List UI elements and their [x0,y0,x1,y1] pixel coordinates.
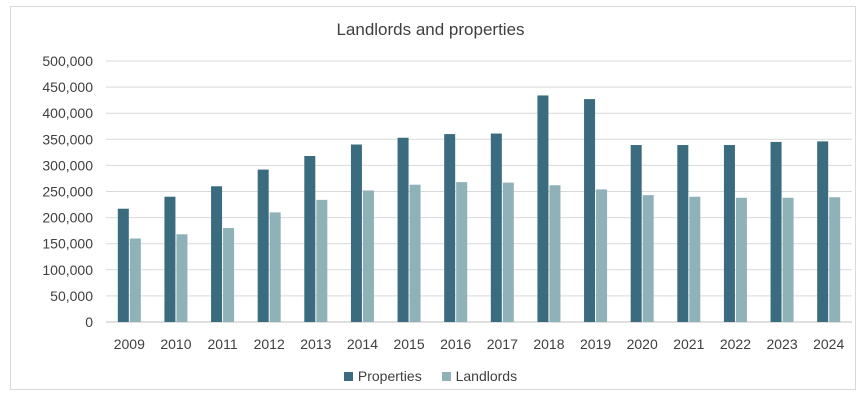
legend-item-properties: Properties [343,368,422,384]
legend-swatch-properties [343,372,353,381]
legend-label-properties: Properties [357,368,422,384]
bar-landlords-2011 [223,228,235,322]
bar-properties-2011 [211,186,223,322]
y-tick-label: 50,000 [50,288,93,304]
bar-properties-2022 [723,145,735,322]
legend-label-landlords: Landlords [455,368,518,384]
bar-properties-2014 [350,144,362,322]
y-tick-label: 400,000 [42,105,93,121]
x-tick-label: 2019 [580,336,611,352]
x-tick-label: 2017 [487,336,518,352]
y-tick-label: 350,000 [42,131,93,147]
x-tick-label: 2024 [813,336,844,352]
bar-landlords-2018 [549,185,561,322]
bar-properties-2023 [770,141,782,322]
x-tick-label: 2011 [208,336,238,352]
bar-landlords-2010 [176,234,188,322]
bar-properties-2016 [444,134,456,322]
bar-landlords-2023 [782,197,794,322]
bar-landlords-2019 [596,189,608,322]
x-tick-label: 2013 [300,336,331,352]
y-tick-label: 150,000 [42,236,93,252]
bar-landlords-2012 [269,212,281,322]
bar-properties-2009 [117,208,129,322]
bar-properties-2018 [537,95,549,323]
bar-landlords-2022 [735,197,747,322]
bar-landlords-2020 [642,195,654,322]
bar-landlords-2017 [502,182,514,322]
bar-properties-2012 [257,169,269,322]
legend-item-landlords: Landlords [441,368,518,384]
bar-properties-2020 [630,145,642,322]
x-tick-label: 2010 [160,336,191,352]
legend-swatch-landlords [441,372,451,381]
bar-properties-2010 [164,196,176,322]
bar-landlords-2015 [409,184,421,322]
x-tick-label: 2022 [720,336,751,352]
bar-landlords-2016 [456,182,468,322]
bar-landlords-2009 [129,238,141,322]
bar-landlords-2014 [362,190,374,322]
bar-properties-2021 [677,145,689,322]
legend: Properties Landlords [0,368,861,384]
chart-title: Landlords and properties [336,20,525,39]
y-tick-label: 300,000 [42,157,93,173]
bar-landlords-2013 [316,199,328,322]
x-tick-label: 2021 [673,336,704,352]
bar-properties-2013 [304,156,316,322]
bar-properties-2017 [490,133,502,322]
y-tick-label: 500,000 [42,53,93,69]
y-tick-label: 250,000 [42,184,93,200]
x-tick-label: 2014 [347,336,378,352]
bar-properties-2024 [817,141,829,322]
y-tick-label: 450,000 [42,79,93,95]
x-tick-label: 2009 [114,336,145,352]
bar-properties-2019 [584,99,596,322]
bar-properties-2015 [397,137,409,322]
y-tick-label: 0 [85,314,93,330]
x-tick-label: 2016 [440,336,471,352]
x-tick-label: 2020 [627,336,658,352]
x-tick-label: 2023 [766,336,797,352]
x-tick-label: 2018 [533,336,564,352]
x-tick-label: 2012 [254,336,285,352]
chart-frame [10,6,856,390]
y-tick-label: 200,000 [42,210,93,226]
y-tick-label: 100,000 [42,262,93,278]
bar-landlords-2021 [689,196,701,322]
bar-landlords-2024 [829,197,841,322]
x-tick-label: 2015 [393,336,424,352]
